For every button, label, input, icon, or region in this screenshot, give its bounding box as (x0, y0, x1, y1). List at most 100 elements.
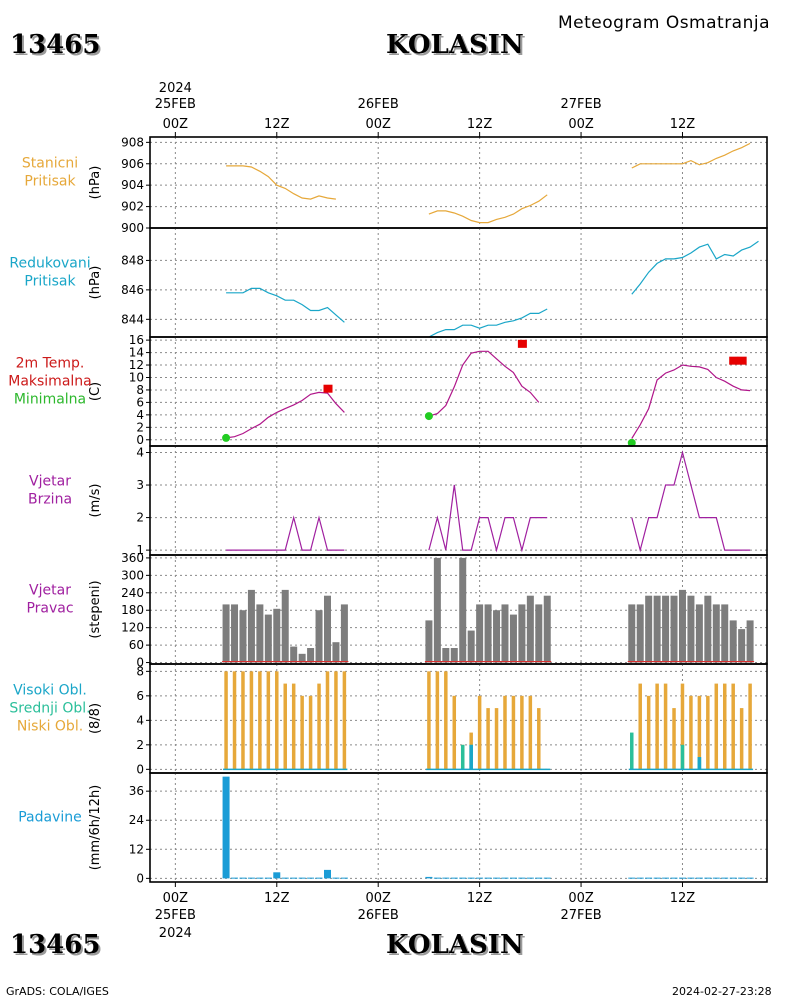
panel-frame (149, 227, 768, 338)
precipitation-bar (662, 877, 670, 879)
precipitation-bar (687, 877, 695, 879)
wind-direction-bar (628, 604, 636, 663)
wind-direction-bar (323, 595, 331, 663)
footer-credit: GrADS: COLA/IGES (6, 985, 109, 998)
panel-label: Vjetar (29, 474, 71, 490)
y-tick-label: 360 (121, 551, 144, 565)
time-label-bottom: 26FEB (358, 908, 399, 923)
precipitation-bar (340, 877, 348, 879)
precipitation-bar (290, 877, 298, 879)
cloud-bar (300, 695, 304, 770)
precipitation-bar (298, 877, 306, 879)
panel-unit-label: (C) (88, 382, 103, 401)
panel-label: Visoki Obl. (13, 683, 87, 699)
y-tick-label: 60 (129, 638, 144, 652)
cloud-bar (714, 683, 719, 770)
precipitation-bar (459, 877, 467, 879)
wind-direction-bar (273, 608, 281, 663)
footer-station-name: KOLASIN (386, 930, 524, 960)
time-label-top: 00Z (365, 117, 391, 132)
panel-label: Brzina (28, 492, 72, 508)
cloud-bar (283, 683, 287, 770)
panel-unit-label: (8/8) (88, 703, 103, 734)
y-tick-label: 6 (136, 689, 144, 703)
series-line (428, 308, 548, 338)
wind-direction-bar (222, 604, 230, 663)
wind-direction-bar (721, 604, 729, 663)
header-station-id: 13465 (10, 30, 101, 60)
precipitation-bar (509, 877, 517, 879)
cloud-bar (308, 695, 313, 770)
precipitation-bar (746, 877, 754, 879)
time-label-bottom: 25FEB (155, 908, 196, 923)
cloud-bar (435, 671, 440, 770)
precipitation-bar (712, 877, 720, 879)
y-tick-label: 14 (129, 346, 144, 360)
wind-direction-bar (281, 589, 289, 663)
y-tick-label: 180 (121, 603, 144, 617)
cloud-bar (342, 671, 347, 770)
wind-direction-bar (442, 648, 450, 663)
precipitation-bar (543, 877, 551, 879)
precipitation-bar (645, 877, 653, 879)
wind-direction-bar (290, 646, 298, 663)
panel-label: Pritisak (24, 274, 76, 290)
series-line (428, 350, 540, 417)
time-label-top: 25FEB (155, 97, 196, 112)
y-tick-label: 1 (136, 543, 144, 557)
wind-direction-bar (712, 604, 720, 663)
time-label-top: 12Z (467, 117, 493, 132)
series-line (428, 194, 548, 224)
precipitation-bar (670, 877, 678, 879)
y-tick-label: 240 (121, 586, 144, 600)
panel-frame (149, 336, 768, 447)
y-tick-label: 902 (121, 200, 144, 214)
wind-direction-bar (493, 610, 501, 663)
min-temp-marker (424, 412, 433, 421)
y-tick-label: 4 (136, 408, 144, 422)
time-label-bottom: 00Z (568, 891, 594, 906)
header-station-name: KOLASIN (386, 30, 524, 60)
y-tick-label: 8 (136, 664, 144, 678)
series-line (226, 515, 345, 551)
precipitation-bar (273, 872, 281, 879)
y-tick-label: 2 (136, 738, 144, 752)
cloud-bar (503, 695, 507, 770)
wind-direction-bar (459, 557, 467, 663)
time-label-top: 00Z (568, 117, 594, 132)
wind-direction-bar (231, 604, 239, 663)
wind-direction-bar (264, 614, 272, 663)
y-tick-label: 8 (136, 383, 144, 397)
cloud-bar (266, 671, 271, 770)
wind-direction-bar (746, 620, 754, 663)
wind-direction-bar (543, 595, 551, 663)
cloud-bar (224, 671, 228, 770)
cloud-bar (663, 683, 668, 770)
panel-unit-label: (hPa) (88, 266, 103, 300)
precipitation-bar (264, 877, 272, 879)
precipitation-bar (239, 877, 247, 879)
y-tick-label: 16 (129, 333, 144, 347)
footer-station-id: 13465 (10, 930, 101, 960)
series-line (226, 287, 345, 323)
y-tick-label: 36 (129, 784, 144, 798)
y-tick-label: 3 (136, 478, 144, 492)
wind-direction-bar (425, 620, 433, 663)
cloud-bar (680, 744, 685, 770)
wind-direction-bar (476, 604, 484, 663)
time-label-top: 2024 (159, 81, 192, 96)
y-tick-label: 908 (121, 135, 144, 149)
cloud-bar (520, 695, 524, 770)
precipitation-bar (484, 877, 492, 879)
y-tick-label: 848 (121, 253, 144, 267)
series-line (226, 391, 345, 439)
cloud-bar (748, 683, 752, 770)
wind-direction-bar (662, 595, 670, 663)
series-line (631, 364, 751, 439)
time-label-bottom: 00Z (365, 891, 391, 906)
cloud-bar (672, 708, 676, 770)
precipitation-bar (695, 877, 703, 879)
wind-direction-bar (484, 604, 492, 663)
max-temp-marker (323, 384, 333, 393)
precipitation-bar (729, 877, 737, 879)
